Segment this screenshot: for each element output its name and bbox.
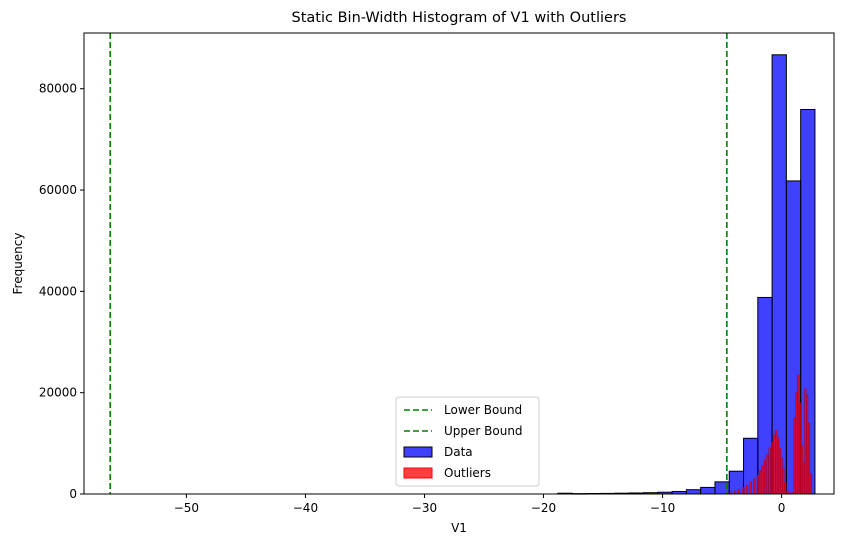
outlier-bar (782, 468, 785, 495)
outlier-bar (753, 478, 756, 495)
outlier-bar (784, 482, 787, 495)
y-tick-label: 40000 (39, 284, 77, 298)
outlier-bar (770, 441, 774, 495)
y-axis-label: Frequency (11, 233, 25, 295)
outlier-bar (793, 417, 796, 495)
outlier-bar (780, 457, 783, 495)
outlier-bar (756, 474, 759, 495)
data-bar (728, 470, 745, 495)
outlier-bar (795, 392, 798, 495)
outlier-bar (775, 429, 778, 495)
data-bar (700, 486, 716, 495)
legend-label: Outliers (444, 466, 491, 480)
y-tick-label: 60000 (39, 183, 77, 197)
x-tick-label: −20 (531, 501, 556, 515)
legend-swatch-patch (403, 467, 433, 479)
outlier-bar (745, 485, 749, 495)
x-tick-label: −40 (293, 501, 318, 515)
axes-frame (83, 32, 835, 495)
bound-lines (109, 33, 728, 494)
legend: Lower Bound Upper Bound Data Outliers (395, 396, 540, 487)
y-tick-label: 80000 (39, 82, 77, 96)
outlier-bar (806, 394, 809, 495)
outlier-bar (749, 481, 752, 495)
legend-label: Data (444, 445, 473, 459)
x-tick-label: −30 (412, 501, 437, 515)
y-tick-label: 20000 (39, 386, 77, 400)
outlier-bar (766, 454, 769, 495)
outlier-bar (773, 434, 776, 495)
data-bar (771, 54, 787, 495)
legend-swatch-patch (403, 446, 433, 458)
legend-label: Lower Bound (444, 403, 522, 417)
y-tick-label: 0 (69, 487, 77, 501)
outlier-bar (802, 463, 805, 495)
legend-box (395, 396, 540, 487)
outlier-bar (776, 436, 780, 495)
outlier-bar (742, 487, 745, 495)
outlier-bar (807, 422, 811, 495)
outlier-bar (778, 448, 781, 495)
axes: −50 −40 −30 −20 −10 0 0 20000 40000 60000 80000 (39, 32, 835, 515)
outlier-bar (737, 489, 740, 495)
outlier-bar (804, 388, 807, 495)
x-tick-label: 0 (778, 501, 786, 515)
x-tick-label: −50 (174, 501, 199, 515)
outlier-bar (800, 445, 803, 495)
outlier-bar (798, 402, 802, 495)
data-bar (685, 489, 702, 495)
outlier-bar (761, 465, 764, 495)
outlier-bar (763, 459, 767, 495)
outlier-bar (809, 473, 812, 495)
x-tick-label: −10 (650, 501, 675, 515)
chart-title: Static Bin-Width Histogram of V1 with Ou… (292, 10, 627, 26)
legend-label: Upper Bound (444, 424, 523, 438)
outlier-bar (797, 374, 800, 495)
outlier-bar (759, 470, 762, 495)
outlier-bar (768, 447, 771, 495)
x-axis-label: V1 (451, 521, 467, 535)
outlier-bars (729, 374, 812, 495)
